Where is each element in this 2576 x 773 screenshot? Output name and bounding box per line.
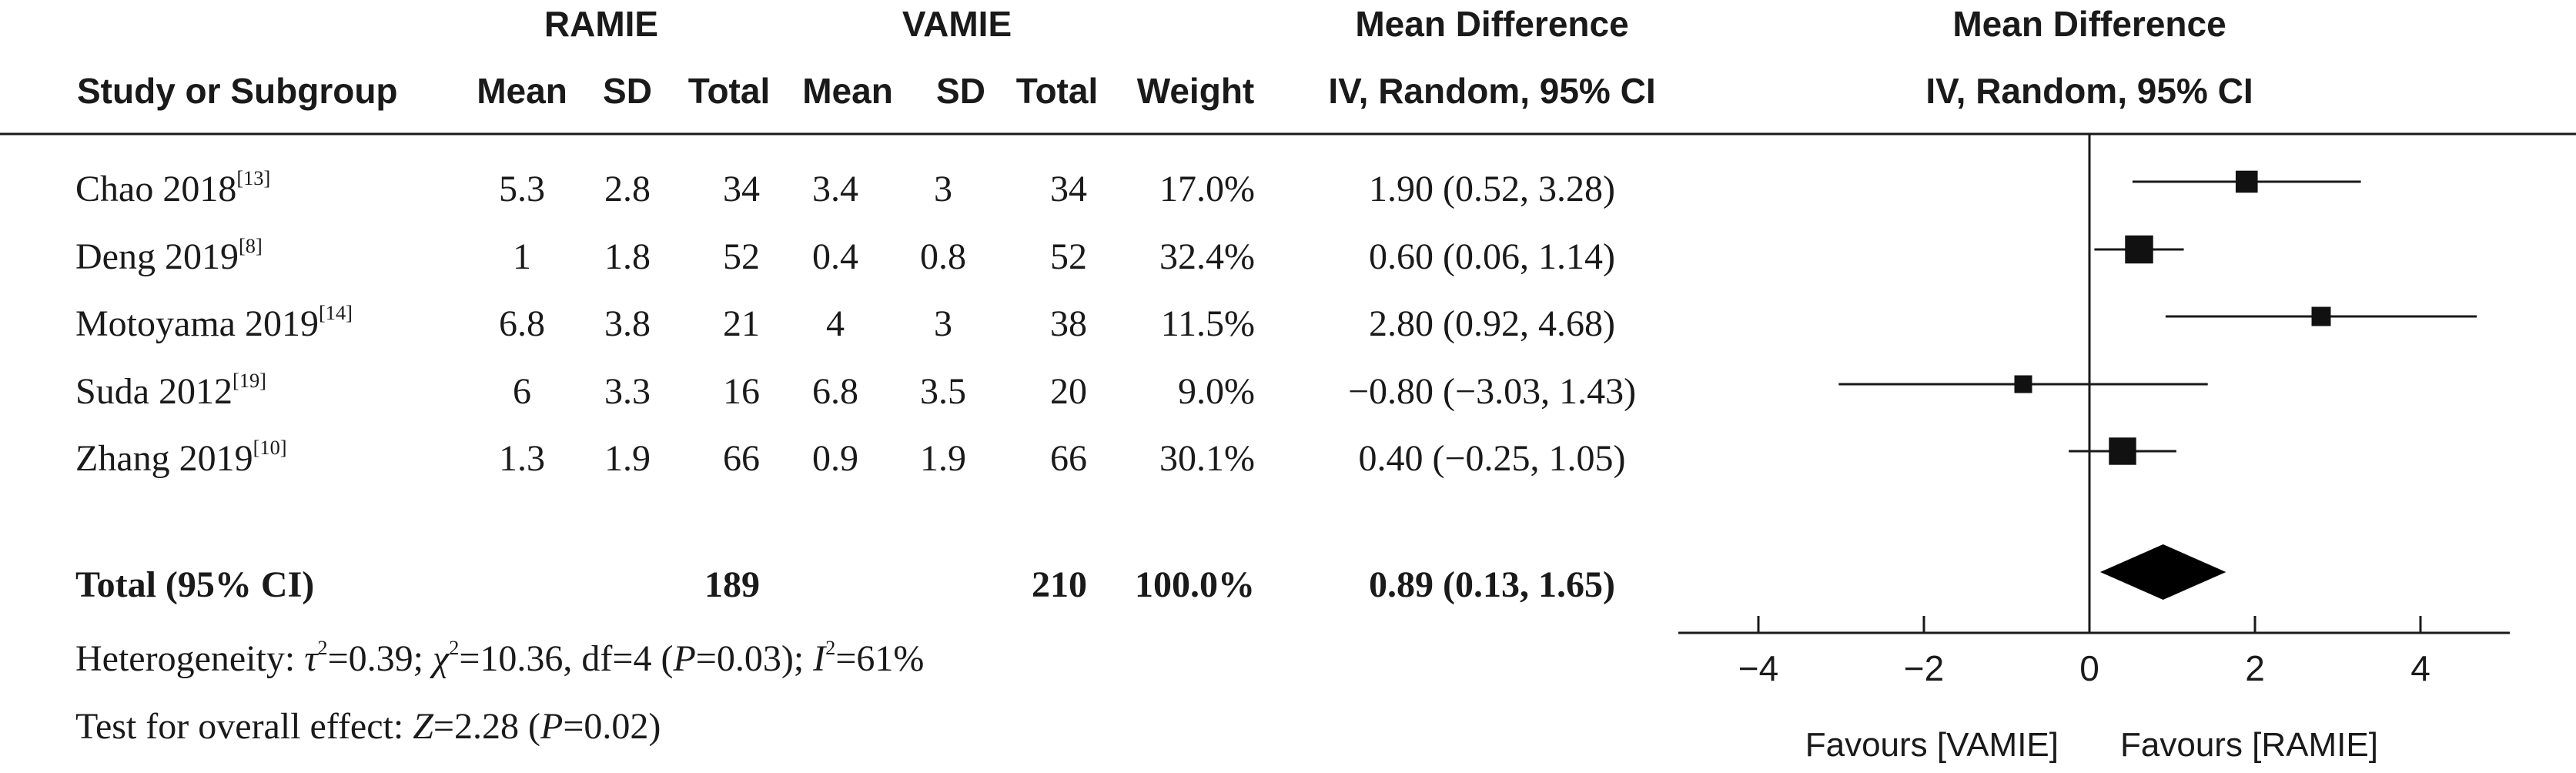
md-table-title: Mean Difference — [1355, 4, 1629, 44]
mean2-cell: 6.8 — [812, 371, 858, 412]
total1-cell: 66 — [723, 438, 760, 479]
ci-cell: 0.40 (−0.25, 1.05) — [1358, 438, 1626, 479]
sd2-cell: 1.9 — [920, 438, 966, 479]
mean1-header: Mean — [477, 71, 567, 111]
study-name: Chao 2018[13] — [75, 166, 271, 209]
sd2-cell: 3.5 — [920, 371, 966, 412]
group1-header: RAMIE — [544, 4, 659, 44]
ci-cell: 1.90 (0.52, 3.28) — [1369, 169, 1615, 209]
x-tick-label: 2 — [2245, 648, 2265, 688]
study-name: Suda 2012[19] — [75, 368, 266, 412]
total1-cell: 21 — [723, 303, 760, 344]
mean2-cell: 0.9 — [812, 438, 858, 479]
point-estimate-square — [2311, 306, 2331, 326]
favours-right-label: Favours [RAMIE] — [2120, 726, 2378, 764]
sd1-cell: 1.8 — [604, 236, 651, 277]
total-label: Total (95% CI) — [75, 564, 315, 605]
x-axis-ticks: −4 −2 0 2 4 — [1738, 616, 2430, 688]
total-weight: 100.0% — [1135, 564, 1255, 605]
study-markers — [1838, 170, 2477, 465]
mean2-cell: 4 — [826, 303, 845, 344]
sd1-cell: 3.8 — [604, 303, 651, 344]
mean1-cell: 1 — [513, 236, 531, 277]
group2-header: VAMIE — [902, 4, 1012, 44]
weight-cell: 32.4% — [1159, 236, 1255, 277]
study-column-header: Study or Subgroup — [77, 71, 398, 111]
sd2-cell: 3 — [934, 169, 952, 209]
mean2-cell: 0.4 — [812, 236, 858, 277]
total2-cell: 66 — [1050, 438, 1087, 479]
overall-effect-text: Test for overall effect: Z=2.28 (P=0.02) — [75, 706, 661, 747]
favours-left-label: Favours [VAMIE] — [1805, 726, 2059, 764]
total2-sum: 210 — [1032, 564, 1087, 605]
study-name: Zhang 2019[10] — [75, 435, 287, 479]
total1-cell: 52 — [723, 236, 760, 277]
mean1-cell: 6 — [513, 371, 531, 412]
point-estimate-square — [2109, 437, 2136, 465]
sd2-cell: 0.8 — [920, 236, 966, 277]
md-plot-subtitle: IV, Random, 95% CI — [1925, 71, 2253, 111]
total1-header: Total — [687, 71, 771, 111]
point-estimate-square — [2125, 235, 2153, 264]
ci-cell: 0.60 (0.06, 1.14) — [1369, 236, 1615, 277]
total2-cell: 38 — [1050, 303, 1087, 344]
sd1-cell: 2.8 — [604, 169, 651, 209]
point-estimate-square — [2235, 170, 2258, 193]
total1-cell: 16 — [723, 371, 760, 412]
total2-cell: 20 — [1050, 371, 1087, 412]
weight-header: Weight — [1136, 71, 1255, 111]
mean2-cell: 3.4 — [812, 169, 858, 209]
x-tick-label: −4 — [1738, 648, 1778, 688]
mean1-cell: 1.3 — [499, 438, 545, 479]
weight-cell: 11.5% — [1160, 303, 1255, 344]
total1-sum: 189 — [704, 564, 760, 605]
md-plot-title: Mean Difference — [1952, 4, 2226, 44]
total2-cell: 34 — [1050, 169, 1087, 209]
x-tick-label: −2 — [1904, 648, 1944, 688]
ci-cell: −0.80 (−3.03, 1.43) — [1347, 371, 1637, 412]
study-name: Deng 2019[8] — [75, 233, 263, 277]
x-tick-label: 4 — [2410, 648, 2430, 688]
weight-cell: 9.0% — [1178, 371, 1255, 412]
mean1-cell: 5.3 — [499, 169, 545, 209]
weight-cell: 30.1% — [1159, 438, 1255, 479]
sd1-cell: 1.9 — [604, 438, 651, 479]
md-table-subtitle: IV, Random, 95% CI — [1328, 71, 1656, 111]
sd2-cell: 3 — [934, 303, 952, 344]
study-name: Motoyama 2019[14] — [75, 300, 353, 344]
mean1-cell: 6.8 — [499, 303, 545, 344]
total-ci: 0.89 (0.13, 1.65) — [1369, 564, 1615, 605]
sd2-header: SD — [936, 71, 985, 111]
sd1-header: SD — [603, 71, 652, 111]
heterogeneity-text: Heterogeneity: τ2=0.39; χ2=10.36, df=4 (… — [75, 635, 925, 679]
point-estimate-square — [2014, 375, 2032, 393]
total2-cell: 52 — [1050, 236, 1087, 277]
mean2-header: Mean — [802, 71, 893, 111]
total1-cell: 34 — [723, 169, 760, 209]
sd1-cell: 3.3 — [604, 371, 651, 412]
ci-cell: 2.80 (0.92, 4.68) — [1369, 303, 1615, 344]
total2-header: Total — [1015, 71, 1099, 111]
weight-cell: 17.0% — [1159, 169, 1255, 209]
x-tick-label: 0 — [2079, 648, 2099, 688]
overall-effect-diamond — [2099, 544, 2226, 600]
